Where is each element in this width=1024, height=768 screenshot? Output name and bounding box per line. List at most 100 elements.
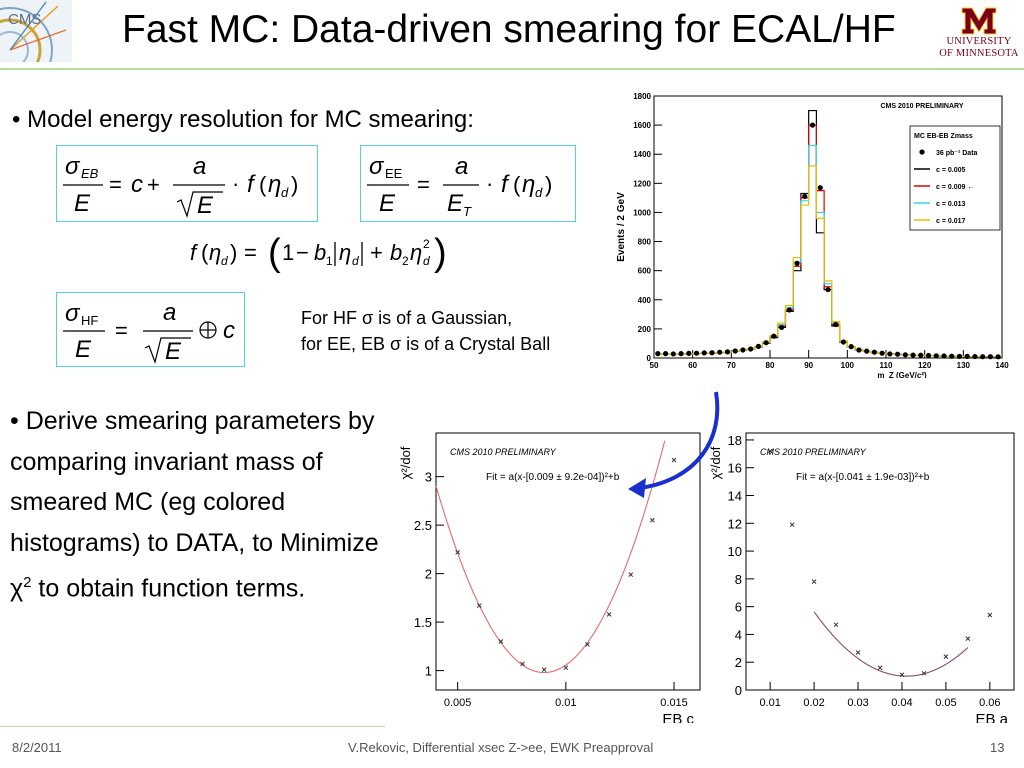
data-point <box>972 353 978 360</box>
data-point <box>965 636 971 641</box>
data-point <box>779 324 785 331</box>
svg-text:a: a <box>455 153 468 180</box>
data-point <box>563 665 569 671</box>
hf-note-line1: For HF σ is of a Gaussian, <box>301 308 513 328</box>
data-point <box>693 350 700 356</box>
university-logo: UNIVERSITY OF MINNESOTA <box>934 6 1024 66</box>
footer-divider <box>0 726 385 727</box>
svg-text:HF: HF <box>81 313 98 328</box>
equation-eb-resolution: σ EB E = c + a E · f ( η d ) <box>56 145 318 222</box>
x-axis-label: EB a <box>975 711 1008 723</box>
data-point <box>925 352 932 359</box>
data-point-stroke <box>965 636 971 641</box>
y-tick-label: 12 <box>728 516 742 531</box>
x-tick-label: 140 <box>995 361 1009 370</box>
data-point-stroke <box>833 622 839 628</box>
data-point-stroke <box>943 654 949 660</box>
y-tick-label: 0 <box>735 683 742 698</box>
x-tick-label: 0.02 <box>803 697 824 709</box>
equation-hf-resolution: σ HF E = a E c <box>56 292 245 367</box>
data-point <box>943 654 949 660</box>
data-point <box>717 349 723 355</box>
header-divider <box>0 68 1024 70</box>
bullet-derive-parameters: • Derive smearing parameters by comparin… <box>10 401 390 609</box>
svg-text:η: η <box>209 240 221 265</box>
data-point <box>980 354 986 360</box>
svg-text:f: f <box>501 171 510 198</box>
y-tick-label: 3 <box>425 470 432 485</box>
equation-ee-resolution: σ EE E = a E T · f ( η d ) <box>360 145 576 222</box>
data-point <box>833 622 839 628</box>
data-point <box>987 612 993 618</box>
data-point <box>921 670 927 676</box>
y-tick-label: 1800 <box>633 92 651 101</box>
legend-entry: c = 0.017 <box>936 218 965 225</box>
data-point-stroke <box>767 448 773 454</box>
svg-text:EB: EB <box>81 166 99 181</box>
data-point <box>498 639 504 644</box>
data-point <box>877 665 883 671</box>
x-tick-label: 90 <box>804 361 813 370</box>
svg-text:σ: σ <box>369 153 385 180</box>
data-point <box>541 667 547 672</box>
data-point-stroke <box>650 517 655 523</box>
data-point-stroke <box>899 672 905 678</box>
svg-text:2: 2 <box>402 254 409 268</box>
data-point <box>686 350 692 356</box>
data-point-stroke <box>606 612 612 617</box>
hf-note-line2: for EE, EB σ is of a Crystal Ball <box>301 334 551 354</box>
footer-title: V.Rekovic, Differential xsec Z->ee, EWK … <box>348 740 654 755</box>
y-tick-label: 400 <box>638 296 652 305</box>
svg-text:1: 1 <box>282 240 294 265</box>
x-tick-label: 0.06 <box>979 697 1000 709</box>
x-tick-label: 0.01 <box>555 697 576 709</box>
data-point <box>899 672 905 678</box>
bullet-model-resolution: • Model energy resolution for MC smearin… <box>12 106 474 133</box>
data-point <box>606 612 612 617</box>
svg-text:b: b <box>314 240 326 265</box>
data-point <box>941 353 947 359</box>
y-tick-label: 800 <box>638 238 652 247</box>
svg-text:E: E <box>197 192 214 219</box>
y-tick-label: 1.5 <box>414 615 432 630</box>
slide-title: Fast MC: Data-driven smearing for ECAL/H… <box>122 8 896 51</box>
data-point <box>585 642 590 647</box>
data-point <box>628 572 634 577</box>
y-axis-label: Events / 2 GeV <box>616 192 627 262</box>
data-point <box>763 340 769 346</box>
svg-text:η: η <box>522 171 535 198</box>
svg-text:(: ( <box>201 240 209 265</box>
chi2-vs-eb-a-plot: 0 2 4 6 8 10 12 14 16 18 0.01 0.02 0.03 0.04 0.05 0.06 χ… <box>708 432 1015 723</box>
svg-text:EE: EE <box>385 166 403 181</box>
svg-text:d: d <box>221 254 228 268</box>
umn-m-icon <box>961 7 997 35</box>
svg-text:f: f <box>247 171 256 198</box>
y-tick-label: 1400 <box>633 150 651 159</box>
data-point <box>811 579 817 584</box>
svg-text:): ) <box>545 172 552 197</box>
y-tick-label: 600 <box>638 267 652 276</box>
university-name-line2: OF MINNESOTA <box>939 48 1019 59</box>
chart-label: CMS 2010 PRELIMINARY <box>881 103 964 110</box>
legend-entry: 36 pb⁻¹ Data <box>936 150 978 157</box>
x-tick-label: 0.03 <box>847 697 868 709</box>
data-point-stroke <box>476 603 482 608</box>
bullet-derive-tail: to obtain function terms. <box>31 574 306 603</box>
data-point <box>476 603 482 608</box>
y-tick-label: 18 <box>728 433 742 448</box>
footer-date: 8/2/2011 <box>12 740 62 755</box>
svg-text:d: d <box>423 254 430 268</box>
y-tick-label: 1200 <box>633 179 651 188</box>
svg-text:E: E <box>447 190 464 217</box>
svg-text:E: E <box>74 190 91 217</box>
svg-text:E: E <box>75 336 92 363</box>
y-tick-label: 10 <box>728 544 742 559</box>
y-tick-label: 14 <box>728 489 742 504</box>
cms-logo-text: CMS <box>8 11 41 28</box>
fit-curve <box>813 611 969 677</box>
data-point <box>987 354 993 360</box>
data-point <box>455 549 460 555</box>
fit-curve <box>435 440 666 674</box>
y-tick-label: 2 <box>425 567 432 582</box>
data-point-stroke <box>455 549 460 555</box>
